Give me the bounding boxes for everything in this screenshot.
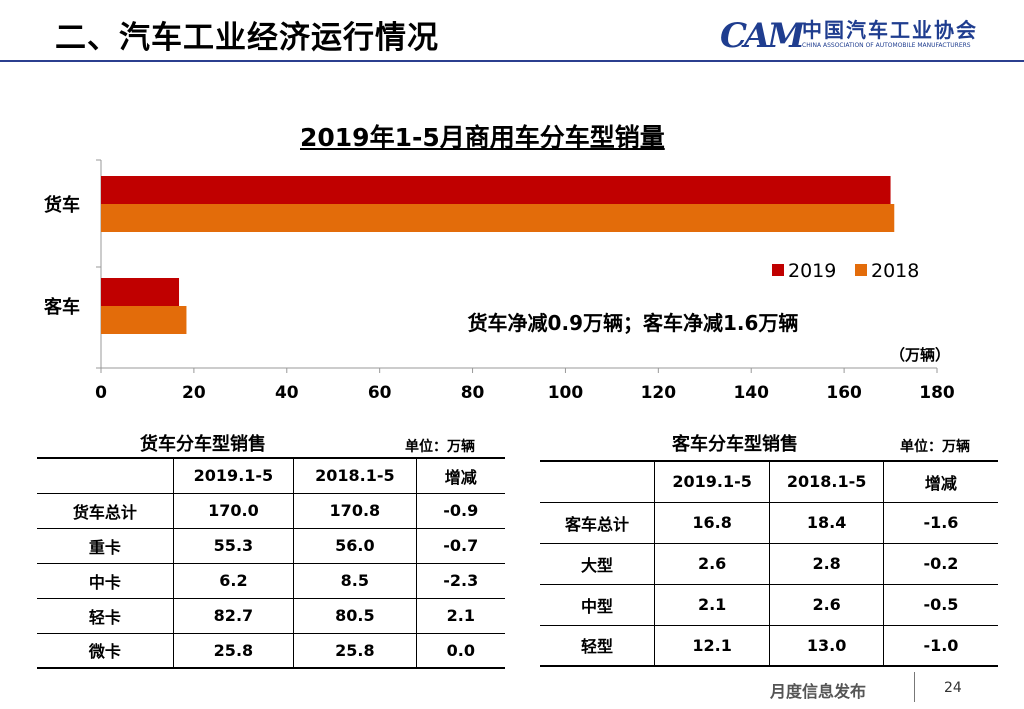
table-cell: -2.3 <box>415 563 505 598</box>
table-cell: 16.8 <box>653 502 770 543</box>
table-row: 客车总计 16.8 18.4 -1.6 <box>540 502 998 543</box>
table-cell: 82.7 <box>172 598 294 633</box>
chart-title: 2019年1-5月商用车分车型销量 <box>300 123 665 152</box>
table-cell: -0.2 <box>882 543 998 584</box>
bus-table-title: 客车分车型销售 <box>672 434 798 455</box>
table-cell: 轻卡 <box>88 607 121 627</box>
table-cell: -0.7 <box>415 528 505 563</box>
truck-table-title: 货车分车型销售 <box>140 434 266 455</box>
logo-chinese-name: 中国汽车工业协会 <box>802 18 978 42</box>
table-header-row: 2019.1-5 2018.1-5 增减 <box>37 458 505 493</box>
legend-swatch-2019 <box>772 264 784 276</box>
table-cell: 2.6 <box>769 584 884 625</box>
table-cell: 2.1 <box>653 584 770 625</box>
truck-table: 2019.1-5 2018.1-5 增减货车总计 170.0 170.8 -0.9 重卡 55… <box>37 457 505 669</box>
table-cell: 170.8 <box>293 493 417 528</box>
table-header-row: 2019.1-5 2018.1-5 增减 <box>540 461 998 502</box>
logo-mark: CAM <box>720 16 805 56</box>
table-cell: 中型 <box>580 596 613 616</box>
table-row: 轻卡 82.7 80.5 2.1 <box>37 598 505 633</box>
x-tick-label: 140 <box>733 383 769 403</box>
x-tick-label: 60 <box>368 383 392 403</box>
table-header-cell: 2018.1-5 <box>293 458 417 493</box>
chart-annotation: 货车净减0.9万辆；客车净减1.6万辆 <box>468 311 799 335</box>
table-header-cell: 2019.1-5 <box>172 458 294 493</box>
table-row: 货车总计 170.0 170.8 -0.9 <box>37 493 505 528</box>
logo-english-name: CHINA ASSOCIATION OF AUTOMOBILE MANUFACT… <box>802 42 971 49</box>
x-tick-label: 160 <box>826 383 862 403</box>
x-tick-label: 40 <box>275 383 299 403</box>
table-cell: -0.9 <box>415 493 505 528</box>
table-header-cell: 2019.1-5 <box>653 461 770 502</box>
bar-客车-2019 <box>101 278 180 306</box>
bus-table: 2019.1-5 2018.1-5 增减 客车总计 16.8 18.4 -1.6 大型 2.6 2… <box>540 460 998 667</box>
table-header-cell: 增减 <box>415 458 505 493</box>
table-row: 重卡 55.3 56.0 -0.7 <box>37 528 505 563</box>
table-cell: 微卡 <box>88 642 121 662</box>
bus-table-unit: 单位：万辆 <box>900 439 970 455</box>
logo: CAM 中国汽车工业协会 CHINA ASSOCIATION OF AUTOMO… <box>720 10 1010 58</box>
page-title: 二、汽车工业经济运行情况 <box>55 20 439 56</box>
footer-divider <box>914 672 915 702</box>
table-row: 微卡 25.8 25.8 0.0 <box>37 633 505 668</box>
bar-货车-2019 <box>101 176 891 204</box>
table-cell: 0.0 <box>415 633 505 668</box>
x-tick-label: 20 <box>182 383 206 403</box>
table-cell: 中卡 <box>88 572 121 592</box>
table-cell: 客车总计 <box>564 514 629 534</box>
table-header-cell <box>540 461 654 502</box>
footer-label: 月度信息发布 <box>770 682 867 701</box>
table-cell: 13.0 <box>769 625 884 666</box>
table-cell: 重卡 <box>88 537 121 557</box>
table-cell: 56.0 <box>293 528 417 563</box>
table-cell: 55.3 <box>172 528 294 563</box>
table-row: 中型 2.1 2.6 -0.5 <box>540 584 998 625</box>
table-row: 轻型 12.1 13.0 -1.0 <box>540 625 998 666</box>
table-header-cell: 2018.1-5 <box>769 461 884 502</box>
table-cell: 80.5 <box>293 598 417 633</box>
header-divider <box>0 60 1024 62</box>
table-cell: 12.1 <box>653 625 770 666</box>
table-row: 中卡 6.2 8.5 -2.3 <box>37 563 505 598</box>
page-number: 24 <box>944 680 962 696</box>
table-cell: 2.1 <box>415 598 505 633</box>
x-tick-label: 80 <box>461 383 485 403</box>
table-cell: 8.5 <box>293 563 417 598</box>
bar-货车-2018 <box>101 204 895 232</box>
bar-客车-2018 <box>101 306 187 334</box>
table-cell: -1.6 <box>882 502 998 543</box>
x-tick-label: 120 <box>641 383 677 403</box>
table-cell: 6.2 <box>172 563 294 598</box>
table-cell: 2.6 <box>653 543 770 584</box>
x-tick-label: 180 <box>919 383 955 403</box>
legend-label-2018: 2018 <box>871 260 919 282</box>
table-cell: 25.8 <box>172 633 294 668</box>
table-header-cell: 增减 <box>882 461 998 502</box>
table-cell: -0.5 <box>882 584 998 625</box>
table-cell: -1.0 <box>882 625 998 666</box>
table-cell: 170.0 <box>172 493 294 528</box>
table-cell: 25.8 <box>293 633 417 668</box>
y-category-label: 客车 <box>44 296 80 318</box>
table-header-cell <box>37 458 173 493</box>
x-tick-label: 0 <box>95 383 107 403</box>
table-cell: 18.4 <box>769 502 884 543</box>
truck-table-unit: 单位：万辆 <box>405 439 475 455</box>
legend-label-2019: 2019 <box>788 260 836 282</box>
chart-unit-label: （万辆） <box>890 346 950 364</box>
table-cell: 大型 <box>580 555 613 575</box>
table-cell: 2.8 <box>769 543 884 584</box>
table-row: 大型 2.6 2.8 -0.2 <box>540 543 998 584</box>
legend-swatch-2018 <box>855 264 867 276</box>
table-cell: 货车总计 <box>72 502 137 522</box>
y-category-label: 货车 <box>44 194 80 216</box>
x-tick-label: 100 <box>548 383 584 403</box>
table-cell: 轻型 <box>580 637 613 657</box>
